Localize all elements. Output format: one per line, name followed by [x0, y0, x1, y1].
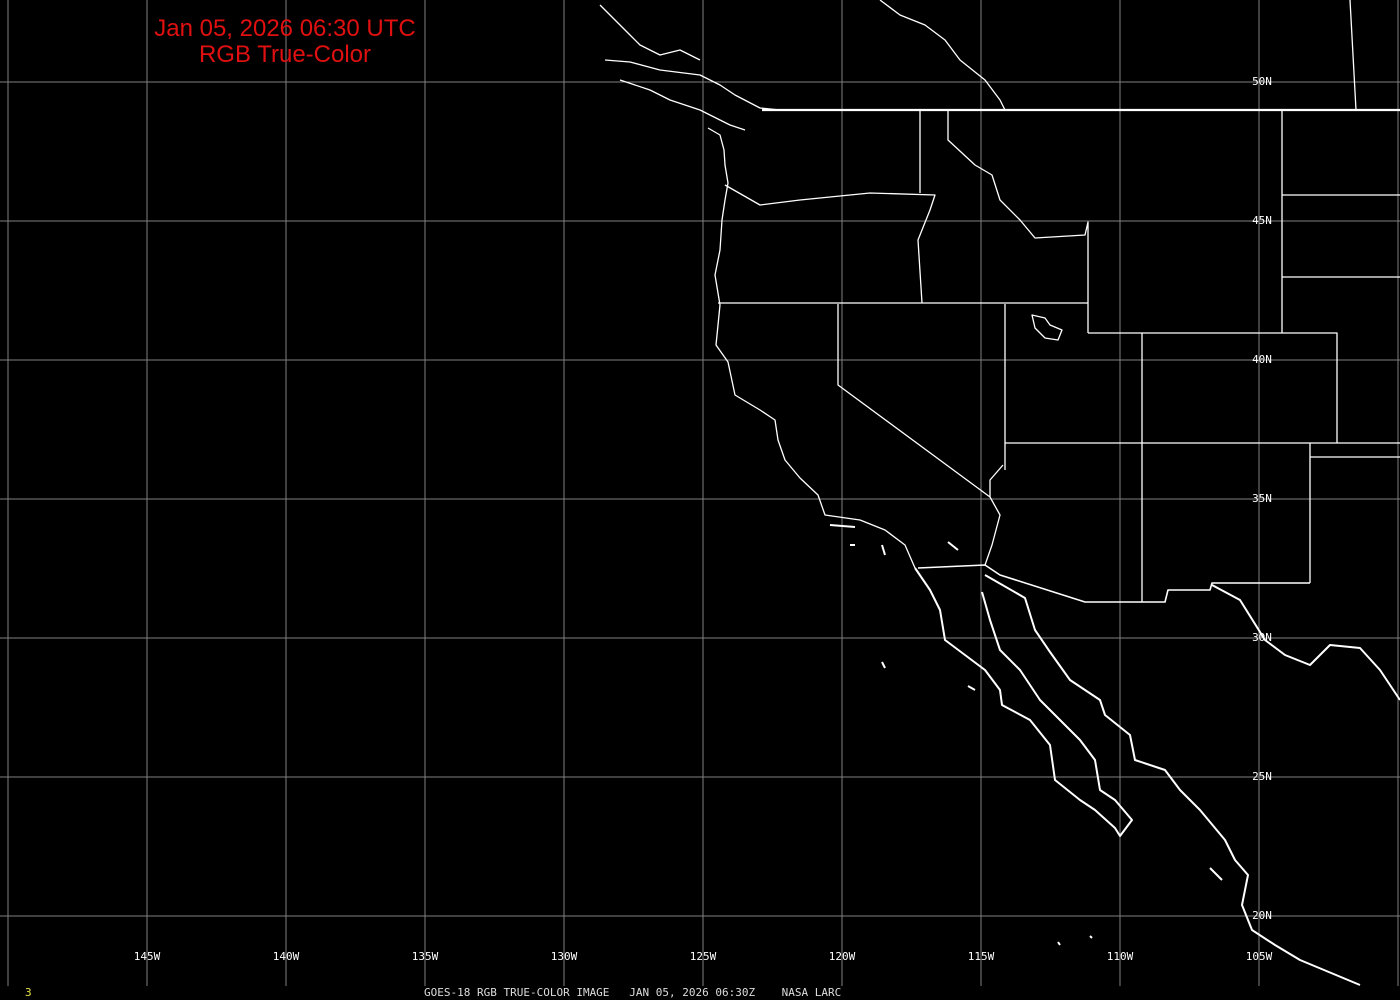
- latitude-label: 35N: [1252, 492, 1272, 505]
- canada-coast: [599, 0, 1006, 131]
- us-mexico-border: [917, 564, 1310, 603]
- us-west-coast: [707, 127, 916, 569]
- longitude-label: 115W: [968, 950, 995, 963]
- islands: [829, 524, 1223, 946]
- longitude-label: 110W: [1107, 950, 1134, 963]
- longitude-label: 105W: [1246, 950, 1273, 963]
- coastlines-and-borders: [599, 0, 1400, 986]
- baja-pacific-coast: [914, 567, 1133, 837]
- latitude-label: 25N: [1252, 770, 1272, 783]
- longitude-label: 120W: [829, 950, 856, 963]
- longitude-label: 125W: [690, 950, 717, 963]
- state-lines: [718, 0, 1400, 602]
- longitude-label: 135W: [412, 950, 439, 963]
- latitude-label: 20N: [1252, 909, 1272, 922]
- latitude-label: 50N: [1252, 75, 1272, 88]
- mexico-mainland-coast: [984, 574, 1361, 986]
- latitude-label: 40N: [1252, 353, 1272, 366]
- footer-caption: GOES-18 RGB TRUE-COLOR IMAGE JAN 05, 202…: [424, 986, 842, 999]
- image-title-time: Jan 05, 2026 06:30 UTC: [154, 15, 416, 42]
- grid-labels: 145W 140W 135W 130W 125W 120W 115W 110W 105W 50N 4…: [134, 75, 1273, 963]
- latitude-label: 45N: [1252, 214, 1272, 227]
- longitude-label: 130W: [551, 950, 578, 963]
- image-title-product: RGB True-Color: [198, 41, 372, 68]
- longitude-label: 140W: [273, 950, 300, 963]
- great-salt-lake: [1031, 314, 1063, 341]
- frame-number: 3: [25, 986, 32, 999]
- gulf-of-mexico-coast: [1211, 584, 1400, 701]
- longitude-label: 145W: [134, 950, 161, 963]
